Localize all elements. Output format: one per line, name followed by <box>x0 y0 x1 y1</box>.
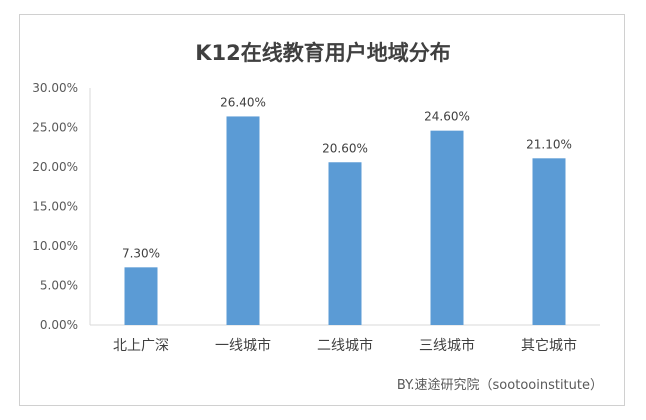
category-label: 三线城市 <box>419 337 475 354</box>
category-label: 北上广深 <box>113 338 169 354</box>
y-tick-label: 10.00% <box>32 239 78 253</box>
data-labels: 7.30% 26.40% 20.60% 24.60% 21.10% <box>122 95 572 260</box>
data-label: 26.40% <box>220 95 266 109</box>
bar <box>124 267 158 325</box>
y-tick-label: 0.00% <box>40 318 78 332</box>
y-tick-label: 5.00% <box>40 279 78 293</box>
category-label: 二线城市 <box>317 337 373 354</box>
y-tick-label: 15.00% <box>32 200 78 214</box>
category-label: 其它城市 <box>521 337 577 354</box>
data-label: 21.10% <box>526 137 572 151</box>
data-label: 24.60% <box>424 110 470 124</box>
y-tick-label: 20.00% <box>32 160 78 174</box>
data-label: 7.30% <box>122 246 160 260</box>
bar <box>226 116 260 325</box>
data-label: 20.60% <box>322 141 368 155</box>
category-label: 一线城市 <box>215 337 271 354</box>
chart-frame <box>19 14 625 406</box>
x-axis-labels: 北上广深 一线城市 二线城市 三线城市 其它城市 <box>113 337 577 354</box>
chart-title: K12在线教育用户地域分布 <box>195 41 451 65</box>
y-tick-label: 25.00% <box>32 121 78 135</box>
bar <box>328 162 362 325</box>
y-tick-label: 30.00% <box>32 81 78 95</box>
bar <box>430 130 464 325</box>
bar <box>532 158 566 325</box>
source-note: BY.速途研究院（sootooinstitute） <box>397 377 603 393</box>
bar-series <box>124 116 566 325</box>
y-axis-ticks: 0.00% 5.00% 10.00% 15.00% 20.00% 25.00% 30.00% <box>32 81 78 332</box>
